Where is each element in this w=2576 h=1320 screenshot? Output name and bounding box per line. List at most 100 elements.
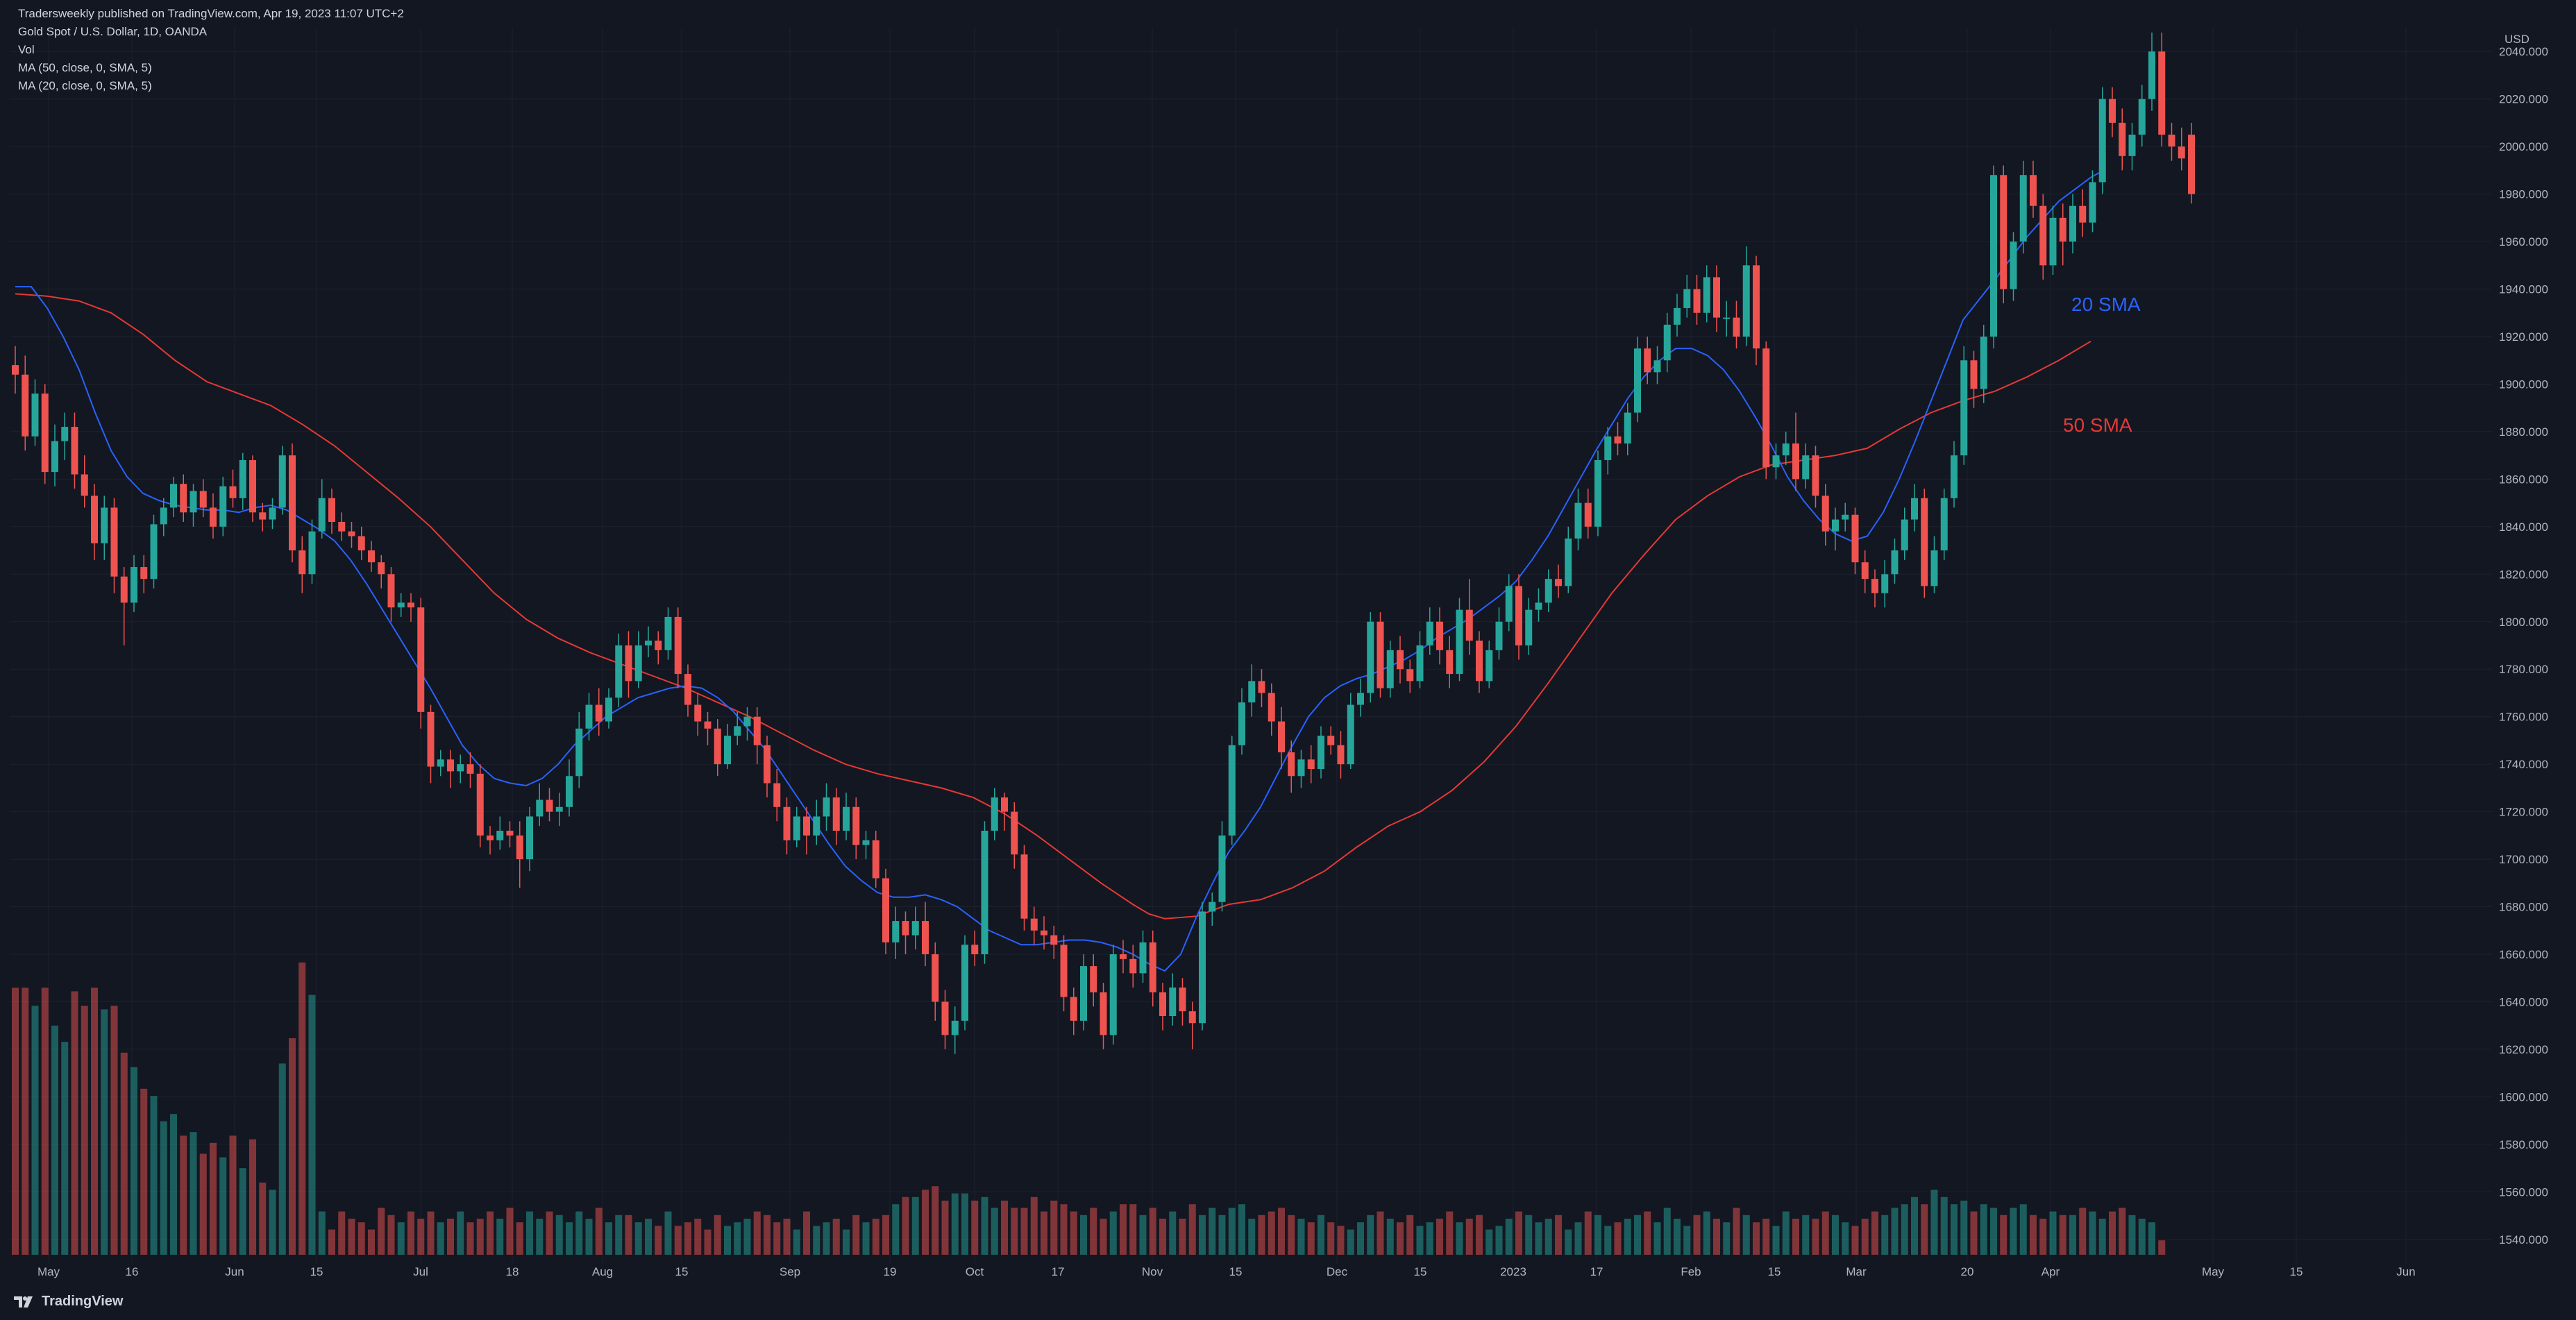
candle-body — [1446, 650, 1454, 675]
candle-body — [2049, 217, 2057, 266]
candle-body — [1149, 942, 1156, 992]
price-tick-label: 1560.000 — [2499, 1185, 2548, 1199]
volume-bar — [1278, 1208, 1285, 1255]
candle-body — [1703, 277, 1710, 313]
volume-bar — [743, 1219, 751, 1255]
candle-body — [1821, 496, 1829, 532]
volume-bar — [1812, 1219, 1819, 1255]
volume-bar — [1930, 1190, 1938, 1255]
time-tick-label: 16 — [126, 1265, 139, 1278]
candle-body — [219, 486, 227, 527]
volume-bar — [1248, 1219, 1256, 1255]
volume-bar — [2049, 1211, 2057, 1255]
candle-body — [585, 704, 593, 729]
candle-body — [1139, 942, 1147, 974]
candle-body — [1663, 324, 1671, 361]
candle-body — [249, 460, 256, 513]
volume-bar — [1832, 1215, 1839, 1255]
volume-bar — [1199, 1215, 1206, 1255]
volume-bar — [2000, 1215, 2007, 1255]
candle-body — [2158, 51, 2166, 135]
candle-body — [1960, 360, 1968, 456]
time-axis[interactable]: May 16 Jun 15 Jul 18 Aug 15 Sep 19 Oct 17 Nov 15 Dec 15… — [37, 1265, 2416, 1278]
indicator-ma20[interactable]: MA (20, close, 0, SMA, 5) — [18, 79, 152, 92]
volume-bar — [1742, 1215, 1750, 1255]
volume-bar — [813, 1226, 820, 1255]
volume-bar — [1980, 1204, 1987, 1255]
candle-body — [289, 455, 296, 551]
volume-bar — [1367, 1215, 1374, 1255]
time-tick-label: 18 — [506, 1265, 519, 1278]
price-tick-label: 1840.000 — [2499, 521, 2548, 534]
candle-body — [91, 496, 98, 543]
candle-body — [823, 797, 830, 817]
candle-body — [645, 641, 652, 645]
volume-bar — [1139, 1215, 1147, 1255]
volume-bar — [1901, 1204, 1908, 1255]
volume-bar — [407, 1211, 414, 1255]
indicator-ma50[interactable]: MA (50, close, 0, SMA, 5) — [18, 61, 152, 74]
volume-bar — [1406, 1215, 1414, 1255]
candle-body — [684, 674, 691, 705]
volume-bar — [664, 1211, 672, 1255]
candle-body — [338, 522, 346, 532]
candle-body — [298, 550, 306, 575]
volume-bar — [378, 1208, 385, 1255]
volume-bar — [387, 1215, 395, 1255]
candle-body — [1713, 277, 1720, 318]
volume-bar — [1070, 1211, 1077, 1255]
volume-bar — [2089, 1211, 2096, 1255]
candle-body — [140, 567, 148, 579]
candle-body — [981, 831, 988, 954]
tradingview-logo[interactable]: TradingView — [14, 1294, 123, 1310]
time-tick-label: 19 — [884, 1265, 897, 1278]
time-tick-label: 15 — [1414, 1265, 1427, 1278]
candle-body — [1901, 519, 1908, 551]
candle-body — [1416, 645, 1424, 682]
volume-bar — [1970, 1211, 1978, 1255]
candle-body — [1970, 360, 1978, 389]
candle-body — [734, 726, 741, 736]
candle-body — [1574, 502, 1582, 539]
volume-bar — [1318, 1215, 1324, 1255]
symbol-title: Gold Spot / U.S. Dollar, 1D, OANDA — [18, 25, 208, 38]
volume-bar — [1565, 1229, 1572, 1255]
volume-bar — [1001, 1201, 1008, 1255]
volume-bar — [289, 1038, 296, 1255]
candle-body — [1674, 307, 1681, 325]
volume-bar — [2138, 1219, 2146, 1255]
volume-bar — [338, 1211, 346, 1255]
candle-body — [1357, 693, 1364, 705]
volume-bar — [269, 1190, 276, 1255]
price-tick-label: 1680.000 — [2499, 901, 2548, 914]
volume-bar — [566, 1222, 573, 1255]
candle-body — [803, 816, 810, 836]
candle-body — [2069, 205, 2076, 242]
indicator-vol[interactable]: Vol — [18, 43, 35, 56]
candle-body — [625, 645, 632, 682]
candle-body — [2098, 99, 2106, 183]
volume-bar — [1297, 1219, 1305, 1255]
volume-bar — [476, 1219, 484, 1255]
volume-bar — [1555, 1215, 1562, 1255]
candle-body — [566, 776, 573, 807]
volume-bar — [2158, 1240, 2166, 1255]
volume-bar — [368, 1229, 375, 1255]
price-axis[interactable]: 1540.000 1560.000 1580.000 1600.000 1620.000… — [2499, 45, 2548, 1246]
volume-bar — [348, 1219, 355, 1255]
time-tick-label: 15 — [1229, 1265, 1243, 1278]
candle-body — [2059, 217, 2066, 242]
volume-bar — [823, 1222, 830, 1255]
volume-bar — [2069, 1215, 2076, 1255]
candle-body — [852, 806, 860, 845]
volume-bar — [1911, 1196, 1918, 1255]
volume-bar — [694, 1219, 702, 1255]
candle-body — [605, 697, 612, 722]
volume-bar — [160, 1121, 167, 1255]
volume-bar — [2019, 1204, 2027, 1255]
volume-bar — [140, 1088, 148, 1255]
candle-body — [1030, 918, 1038, 931]
candle-body — [447, 759, 454, 772]
